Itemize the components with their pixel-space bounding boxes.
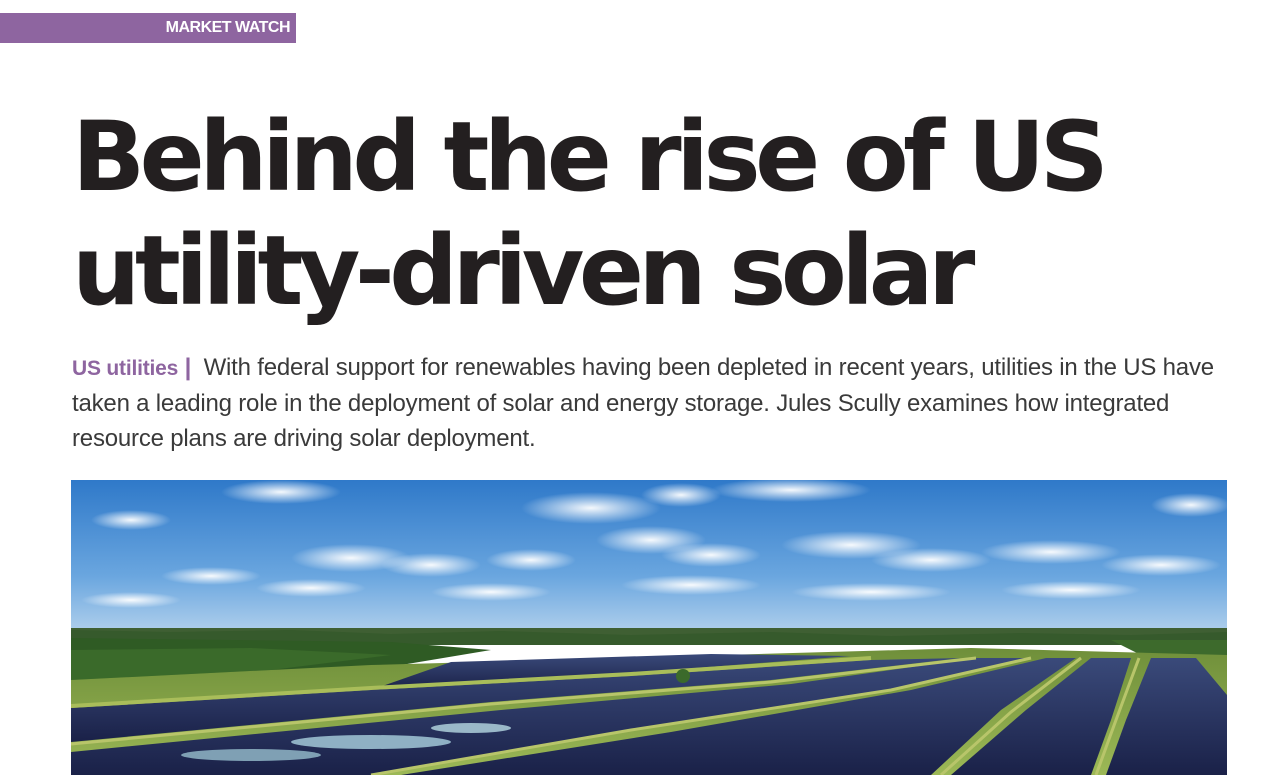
- headline-line-1: Behind the rise of US: [72, 101, 1109, 213]
- section-tag: MARKET WATCH: [0, 13, 296, 43]
- solar-farm-photo: [71, 480, 1227, 775]
- standfirst-text: With federal support for renewables havi…: [72, 354, 1214, 452]
- standfirst: US utilities | With federal support for …: [72, 350, 1232, 456]
- clouds: [81, 480, 1227, 608]
- standfirst-separator: |: [184, 354, 192, 381]
- standfirst-kicker: US utilities: [72, 357, 179, 380]
- headline: Behind the rise of US utility-driven sol…: [72, 100, 1232, 328]
- headline-line-2: utility-driven solar: [72, 215, 975, 327]
